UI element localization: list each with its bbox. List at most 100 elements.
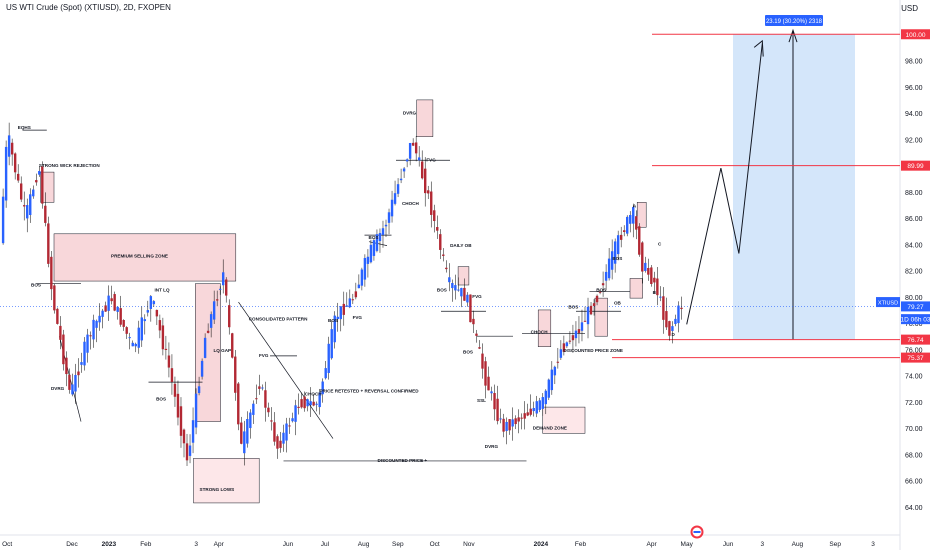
target-zone-box	[733, 34, 855, 340]
candle-body	[19, 183, 23, 200]
price-zone	[416, 99, 434, 137]
candle-body	[197, 386, 201, 394]
candle-body	[333, 315, 336, 343]
x-tick-label: Aug	[358, 541, 370, 548]
candle-body	[402, 168, 406, 172]
candle-body	[433, 210, 436, 222]
candle-body	[185, 443, 189, 461]
chart-annotation: BOS	[612, 256, 622, 261]
candle-body	[430, 191, 433, 215]
chart-annotation: FVG	[426, 158, 436, 163]
y-tick-label: 68.00	[905, 452, 923, 459]
candle-body	[288, 425, 291, 427]
x-tick-label: Feb	[575, 541, 587, 548]
x-tick-label: Apr	[647, 541, 658, 548]
y-tick-label: 70.00	[905, 426, 923, 433]
chart-annotation: BOS	[437, 288, 447, 293]
chart-annotation: SSL	[477, 398, 486, 403]
x-tick-label: Dec	[66, 541, 78, 548]
candle-body	[517, 417, 520, 422]
price-label: 89.99	[907, 163, 924, 170]
candle-body	[53, 285, 56, 311]
candle-body	[641, 242, 644, 272]
candle-body	[592, 303, 596, 306]
candle-body	[215, 299, 219, 301]
candle-body	[140, 317, 143, 341]
candle-body	[119, 308, 122, 325]
candle-body	[490, 391, 493, 394]
target-label-bg	[765, 15, 823, 26]
price-zone	[195, 283, 221, 422]
candle-body	[460, 287, 463, 297]
candle-body	[420, 161, 424, 179]
candle-body	[32, 189, 35, 197]
candle-body	[306, 399, 309, 407]
candle-body	[436, 227, 439, 231]
candle-body	[414, 142, 418, 154]
x-tick-label: 2024	[534, 541, 549, 548]
candle-body	[191, 420, 195, 443]
x-tick-label: 3	[871, 541, 875, 548]
candle-body	[158, 320, 162, 331]
y-tick-label: 78.00	[905, 321, 923, 328]
chart-annotation: BOS	[156, 397, 166, 402]
price-zone	[40, 171, 55, 203]
chart-annotation: DEMAND ZONE	[533, 425, 567, 430]
x-tick-label: Feb	[140, 541, 152, 548]
y-tick-label: 74.00	[905, 374, 923, 381]
y-tick-label: 64.00	[905, 505, 923, 512]
candle-body	[101, 310, 104, 317]
candle-body	[595, 295, 599, 303]
chart-annotation: BOS	[328, 318, 338, 323]
candle-body	[7, 135, 11, 157]
candle-body	[363, 257, 367, 280]
candle-body	[505, 421, 508, 431]
x-tick-label: 3	[760, 541, 764, 548]
candle-body	[457, 289, 460, 291]
candle-body	[291, 418, 294, 422]
candle-body	[110, 298, 113, 302]
candle-body	[161, 325, 165, 350]
candle-body	[279, 440, 282, 448]
chart-annotation: BOS	[568, 305, 578, 310]
candle-body	[635, 216, 638, 230]
candle-body	[526, 412, 529, 416]
candle-body	[77, 371, 80, 376]
candle-body	[38, 171, 41, 175]
candle-body	[508, 419, 511, 431]
candle-body	[411, 142, 415, 146]
candle-body	[164, 348, 168, 351]
candle-body	[303, 396, 306, 409]
candle-body	[10, 142, 14, 155]
candle-body	[170, 368, 174, 382]
candle-body	[375, 234, 379, 251]
candle-body	[312, 401, 315, 406]
candle-body	[502, 418, 505, 432]
candle-body	[122, 320, 125, 327]
y-tick-label: 86.00	[905, 216, 923, 223]
candle-body	[454, 285, 457, 291]
candle-body	[237, 383, 240, 425]
price-zone	[457, 266, 470, 286]
x-tick-label: Sep	[829, 541, 841, 548]
candle-body	[137, 327, 140, 348]
chart-title: US WTI Crude (Spot) (XTIUSD), 2D, FXOPEN	[6, 3, 171, 12]
price-zone	[594, 297, 608, 337]
candle-body	[309, 401, 312, 406]
candle-body	[442, 254, 445, 256]
candle-body	[98, 315, 101, 323]
x-tick-label: Nov	[463, 541, 475, 548]
price-label-bg	[876, 297, 900, 308]
chart-annotation: INT LQ	[154, 288, 169, 293]
candle-body	[496, 398, 499, 422]
price-zone	[636, 202, 647, 228]
chart-annotation: FVG	[259, 353, 269, 358]
candle-body	[318, 392, 321, 408]
price-zone	[537, 309, 552, 347]
candle-body	[41, 166, 44, 204]
candle-body	[188, 445, 192, 456]
candle-body	[86, 334, 89, 353]
candle-body	[104, 305, 107, 312]
candle-body	[589, 305, 593, 315]
